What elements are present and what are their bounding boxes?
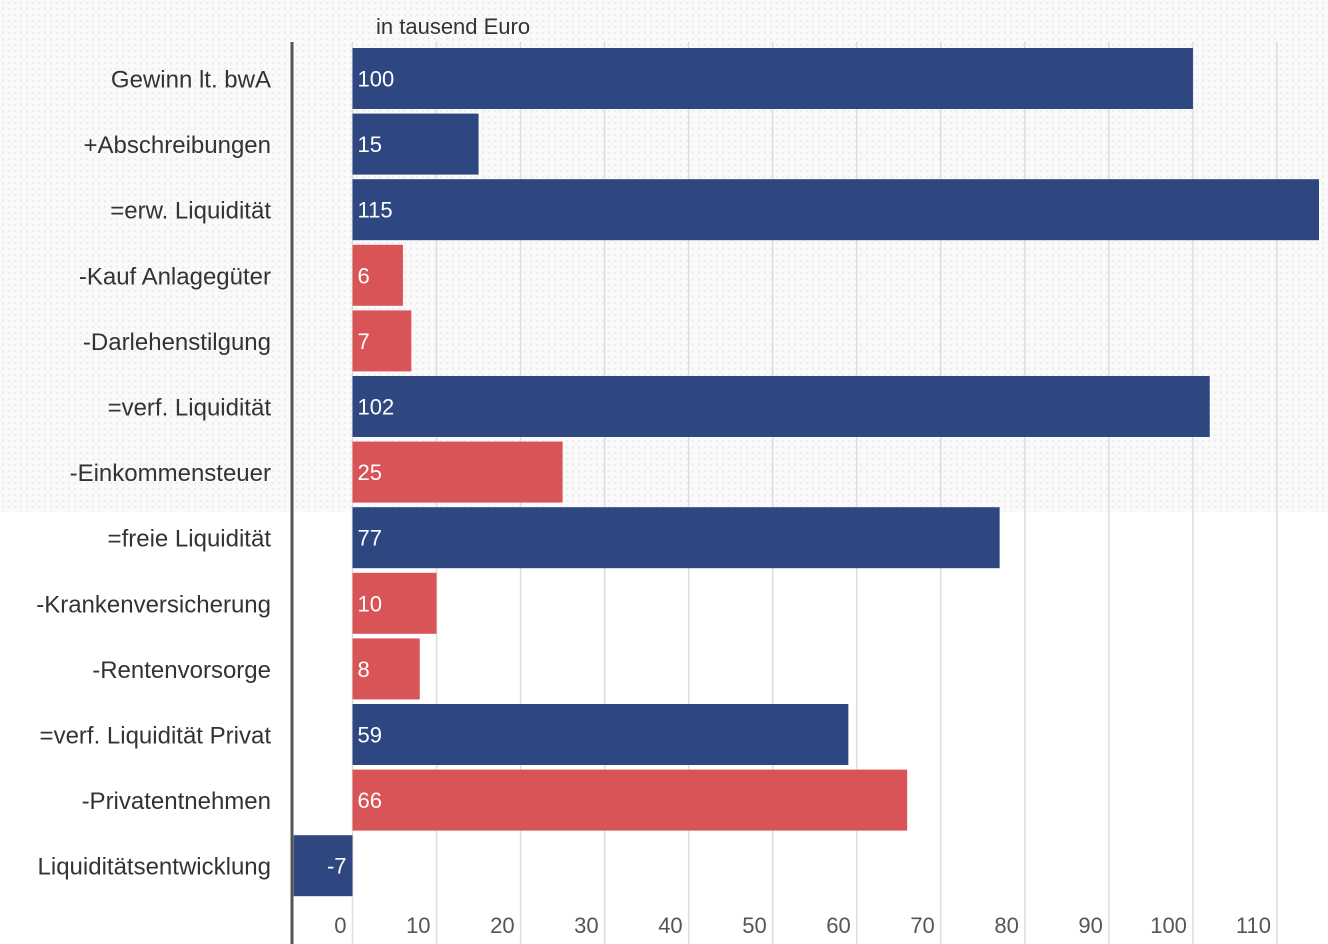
bar-1 (352, 113, 479, 175)
category-labels: Gewinn lt. bwA +Abschreibungen =erw. Liqui… (36, 67, 271, 881)
category-label-7: =freie Liquidität (108, 526, 272, 553)
value-label-4: 7 (358, 329, 370, 354)
x-tick-label-90: 90 (1078, 913, 1102, 938)
category-label-12: Liquiditätsentwicklung (38, 854, 271, 881)
value-label-3: 6 (358, 263, 370, 288)
category-label-6: -Einkommensteuer (70, 460, 271, 487)
value-label-2: 115 (358, 198, 393, 223)
x-tick-label-20: 20 (490, 913, 514, 938)
x-tick-label-110: 110 (1236, 913, 1271, 938)
value-label-11: 66 (358, 788, 382, 813)
bar-4 (352, 310, 412, 372)
category-label-5: =verf. Liquidität (108, 395, 272, 422)
value-label-7: 77 (358, 526, 382, 551)
x-tick-label-30: 30 (574, 913, 598, 938)
x-tick-label-10: 10 (406, 913, 430, 938)
value-label-12: -7 (327, 854, 347, 879)
value-label-9: 8 (358, 657, 370, 682)
category-label-4: -Darlehenstilgung (83, 329, 271, 356)
unit-label: in tausend Euro (376, 14, 530, 39)
bar-8 (352, 572, 437, 634)
value-label-10: 59 (358, 723, 382, 748)
category-label-9: -Rentenvorsorge (92, 657, 271, 684)
bar-9 (352, 638, 420, 700)
x-tick-label-0: 0 (334, 913, 346, 938)
x-tick-label-100: 100 (1150, 913, 1187, 938)
bar-5 (352, 376, 1210, 437)
bar-11 (352, 769, 908, 831)
bar-6 (352, 441, 563, 503)
bar-7 (352, 507, 1000, 569)
x-tick-label-50: 50 (742, 913, 766, 938)
bar-3 (352, 244, 403, 306)
x-tick-label-60: 60 (826, 913, 850, 938)
category-label-1: +Abschreibungen (84, 132, 271, 159)
bars: 100 15 115 6 7 102 25 77 10 8 59 66 -7 (293, 48, 1320, 897)
category-label-10: =verf. Liquidität Privat (40, 723, 272, 750)
category-label-8: -Krankenversicherung (36, 591, 271, 618)
bar-2 (352, 179, 1320, 241)
value-label-5: 102 (358, 395, 395, 420)
value-label-0: 100 (358, 67, 395, 92)
x-tick-labels: 0 10 20 30 40 50 60 70 80 90 100 110 (334, 913, 1271, 938)
x-tick-label-80: 80 (994, 913, 1018, 938)
bar-0 (352, 48, 1193, 109)
bar-10 (352, 704, 849, 765)
x-tick-label-70: 70 (910, 913, 934, 938)
category-label-2: =erw. Liquidität (110, 198, 271, 225)
x-tick-label-40: 40 (658, 913, 682, 938)
value-label-1: 15 (358, 132, 382, 157)
category-label-11: -Privatentnehmen (82, 788, 271, 815)
value-label-8: 10 (358, 591, 382, 616)
category-label-0: Gewinn lt. bwA (111, 67, 271, 94)
value-label-6: 25 (358, 460, 382, 485)
category-label-3: -Kauf Anlagegüter (79, 263, 271, 290)
bar-12 (293, 835, 353, 897)
